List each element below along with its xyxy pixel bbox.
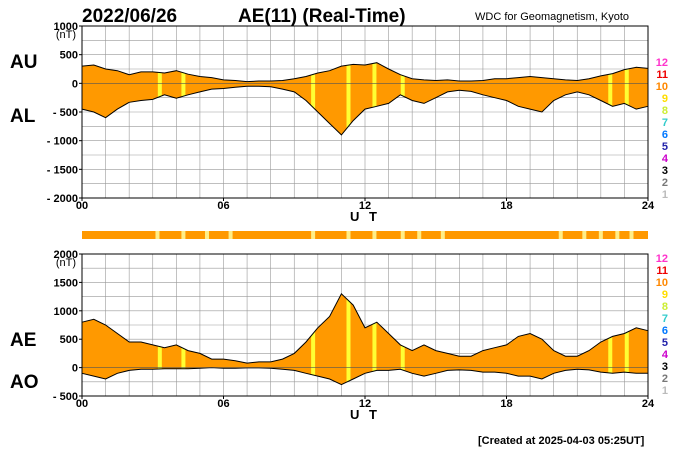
x-tick-label: 12 bbox=[359, 200, 371, 212]
station-count-2: 2 bbox=[662, 373, 668, 385]
x-tick-label: 06 bbox=[217, 398, 229, 410]
station-count-12: 12 bbox=[656, 253, 668, 265]
station-band bbox=[372, 293, 377, 385]
x-tick-label: 24 bbox=[642, 398, 655, 410]
created-timestamp: [Created at 2025-04-03 05:25UT] bbox=[478, 435, 645, 447]
station-count-10: 10 bbox=[656, 81, 668, 93]
status-strip bbox=[82, 231, 648, 239]
station-count-6: 6 bbox=[662, 129, 668, 141]
x-tick-label: 18 bbox=[500, 398, 512, 410]
station-count-6: 6 bbox=[662, 325, 668, 337]
x-tick-label: 12 bbox=[359, 398, 371, 410]
series-area-fill bbox=[82, 62, 648, 135]
y-tick-label: 500 bbox=[60, 334, 78, 346]
station-count-12: 12 bbox=[656, 57, 668, 69]
x-tick-label: 06 bbox=[217, 200, 229, 212]
y-tick-label: 2000 bbox=[54, 249, 78, 261]
station-count-5: 5 bbox=[662, 337, 668, 349]
x-axis-label: U T bbox=[350, 209, 380, 224]
y-unit-label: (nT) bbox=[56, 257, 76, 269]
series-area-fill bbox=[82, 293, 648, 385]
y-tick-label: - 500 bbox=[53, 107, 78, 119]
strip-mark bbox=[228, 231, 233, 239]
strip-base bbox=[82, 231, 648, 239]
station-band bbox=[608, 62, 613, 135]
station-band bbox=[311, 62, 316, 135]
station-band bbox=[311, 293, 316, 385]
series-label-lower: AO bbox=[10, 372, 39, 393]
strip-mark bbox=[417, 231, 422, 239]
y-tick-label: 0 bbox=[72, 78, 78, 90]
station-count-5: 5 bbox=[662, 141, 668, 153]
series-label-upper: AE bbox=[10, 330, 36, 351]
strip-mark bbox=[400, 231, 405, 239]
y-tick-label: - 500 bbox=[53, 391, 78, 403]
x-tick-label: 00 bbox=[76, 200, 88, 212]
date-label: 2022/06/26 bbox=[82, 6, 177, 27]
strip-mark bbox=[558, 231, 563, 239]
source-label: WDC for Geomagnetism, Kyoto bbox=[475, 11, 629, 23]
x-tick-label: 00 bbox=[76, 398, 88, 410]
station-count-4: 4 bbox=[662, 153, 669, 165]
strip-mark bbox=[204, 231, 209, 239]
station-count-11: 11 bbox=[656, 69, 668, 81]
station-band bbox=[624, 293, 629, 385]
station-count-7: 7 bbox=[662, 117, 668, 129]
x-axis-label: U T bbox=[350, 407, 380, 422]
x-tick-label: 24 bbox=[642, 200, 655, 212]
strip-mark bbox=[582, 231, 587, 239]
station-count-9: 9 bbox=[662, 289, 668, 301]
station-count-3: 3 bbox=[662, 165, 668, 177]
strip-mark bbox=[372, 231, 377, 239]
y-tick-label: 1000 bbox=[54, 21, 78, 33]
station-count-8: 8 bbox=[662, 301, 668, 313]
strip-mark bbox=[346, 231, 351, 239]
strip-mark bbox=[615, 231, 620, 239]
station-band bbox=[372, 62, 377, 135]
y-tick-label: - 2000 bbox=[47, 193, 78, 205]
station-count-1: 1 bbox=[662, 189, 668, 201]
strip-mark bbox=[311, 231, 316, 239]
series-line-ao bbox=[81, 367, 648, 386]
y-tick-label: 0 bbox=[72, 363, 78, 375]
strip-mark bbox=[155, 231, 160, 239]
ae-ao-panel: 2000 1500 1000 500 0 - 500 (nT) 00 06 12 18 24 U T AE… bbox=[10, 249, 655, 422]
y-tick-label: - 1500 bbox=[47, 164, 78, 176]
station-count-2: 2 bbox=[662, 177, 668, 189]
station-count-8: 8 bbox=[662, 105, 668, 117]
station-count-11: 11 bbox=[656, 265, 668, 277]
chart-title: AE(11) (Real-Time) bbox=[238, 6, 406, 27]
series-line-ae bbox=[81, 292, 649, 364]
station-band bbox=[624, 62, 629, 135]
series-label-lower: AL bbox=[10, 106, 36, 127]
y-tick-label: 500 bbox=[60, 50, 78, 62]
strip-mark bbox=[181, 231, 186, 239]
station-band bbox=[346, 62, 351, 135]
station-band bbox=[608, 293, 613, 385]
x-tick-label: 18 bbox=[500, 200, 512, 212]
y-tick-label: 1500 bbox=[54, 277, 78, 289]
station-band bbox=[346, 293, 351, 385]
station-count-4: 4 bbox=[662, 349, 669, 361]
station-count-10: 10 bbox=[656, 277, 668, 289]
y-tick-label: - 1000 bbox=[47, 136, 78, 148]
station-count-3: 3 bbox=[662, 361, 668, 373]
series-line-al bbox=[81, 85, 649, 136]
station-count-7: 7 bbox=[662, 313, 668, 325]
au-al-panel: 1000 500 0 - 500 - 1000 - 1500 - 2000 (nT) 00 06 1… bbox=[10, 21, 655, 224]
series-label-upper: AU bbox=[10, 52, 37, 73]
y-tick-label: 1000 bbox=[54, 306, 78, 318]
station-count-9: 9 bbox=[662, 93, 668, 105]
series-line-au bbox=[81, 62, 649, 83]
strip-mark bbox=[598, 231, 603, 239]
y-unit-label: (nT) bbox=[56, 29, 76, 41]
station-count-1: 1 bbox=[662, 385, 668, 397]
strip-mark bbox=[440, 231, 445, 239]
strip-mark bbox=[629, 231, 634, 239]
